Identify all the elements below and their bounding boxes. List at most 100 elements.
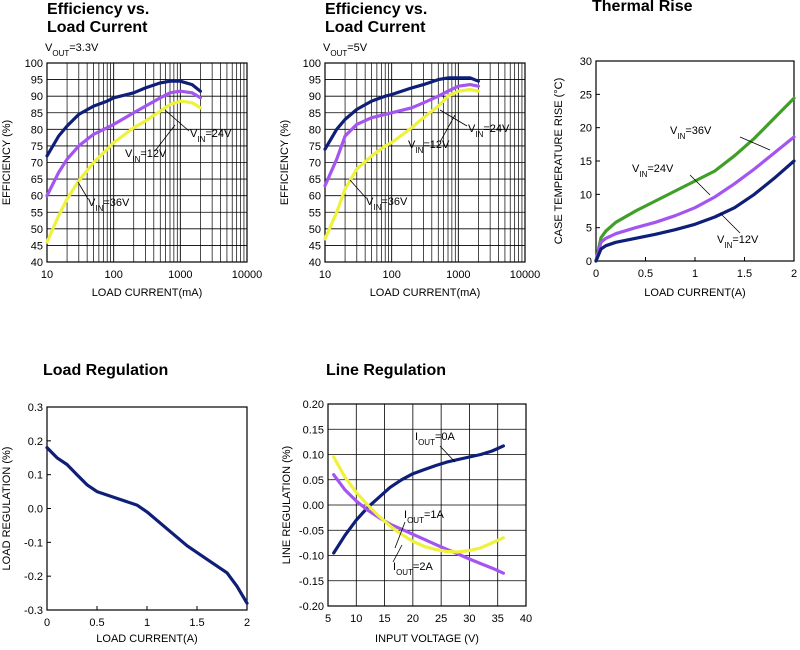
y-tick-label: 60 — [309, 191, 321, 203]
y-tick-label: 70 — [309, 158, 321, 170]
series-line-0 — [45, 446, 249, 605]
x-tick-label: 1.5 — [737, 268, 752, 280]
y-tick-label: 45 — [31, 240, 43, 252]
series-line-0 — [332, 444, 505, 555]
y-tick-label: 50 — [309, 224, 321, 236]
gridlines — [327, 403, 527, 607]
series-annotation: VIN=12V — [125, 148, 167, 164]
y-tick-label: 0.2 — [28, 436, 43, 448]
series-line-0 — [45, 79, 202, 158]
chart-title: Thermal Rise — [592, 0, 693, 15]
series-line-0 — [323, 76, 480, 151]
y-tick-label: 0.20 — [303, 399, 324, 411]
chart-eff5: Efficiency vs.Load Current VOUT=5V 40 45 50 5… — [279, 1, 540, 299]
y-tick-label: 5 — [586, 223, 592, 235]
x-axis-label: INPUT VOLTAGE (V) — [375, 633, 479, 645]
x-tick-label: 10000 — [232, 269, 263, 281]
y-tick-label: -0.1 — [24, 537, 43, 549]
y-tick-label: 75 — [31, 141, 43, 153]
series-annotation: VIN=24V — [632, 163, 674, 179]
x-tick-label: 20 — [407, 613, 419, 625]
y-axis-label: EFFICIENCY (%) — [279, 120, 291, 205]
y-tick-label: 0.05 — [303, 475, 324, 487]
series-line-2 — [594, 159, 796, 263]
y-tick-label: 85 — [309, 108, 321, 120]
x-tick-label: 0.5 — [89, 617, 104, 629]
y-tick-label: 55 — [309, 207, 321, 219]
x-tick-label: 10 — [350, 613, 362, 625]
series-line-1 — [594, 135, 796, 263]
annotation-leader — [719, 212, 741, 234]
series-line-1 — [45, 89, 202, 198]
y-tick-label: 70 — [31, 158, 43, 170]
series-annotation: VIN=12V — [717, 234, 759, 250]
y-tick-label: 100 — [25, 58, 43, 70]
series-annotation: VIN=24V — [468, 123, 510, 139]
x-tick-label: 15 — [378, 613, 390, 625]
x-tick-label: 25 — [435, 613, 447, 625]
plot-frame — [46, 406, 248, 611]
series-annotation: VIN=12V — [408, 139, 450, 155]
x-axis-label: LOAD CURRENT(mA) — [370, 287, 481, 299]
annotation-leader — [77, 181, 89, 200]
annotation-leader — [439, 114, 456, 143]
y-tick-label: 65 — [309, 174, 321, 186]
y-tick-label: 0.10 — [303, 450, 324, 462]
x-tick-label: 10 — [41, 269, 53, 281]
y-tick-label: 85 — [31, 108, 43, 120]
y-tick-label: 45 — [309, 240, 321, 252]
chart-loadreg: Load Regulation -0.3 -0.2 -0.1 0.0 0.1 0.2 0.3 0… — [1, 362, 250, 645]
chart-title: Load Current — [47, 19, 148, 36]
y-tick-label: 0.3 — [28, 402, 43, 414]
x-tick-label: 2 — [791, 268, 797, 280]
y-tick-label: 60 — [31, 191, 43, 203]
series-annotation: IOUT=0A — [415, 431, 455, 447]
x-tick-label: 0.5 — [638, 268, 653, 280]
annotation-leader — [439, 445, 456, 463]
series-annotation: VIN=36V — [366, 196, 408, 212]
y-tick-label: 100 — [303, 58, 321, 70]
y-tick-label: 75 — [309, 141, 321, 153]
annotation-leader — [164, 109, 190, 132]
series-line-2 — [45, 99, 202, 244]
y-tick-label: -0.2 — [24, 571, 43, 583]
y-axis-label: CASE TEMPERATURE RISE (°C) — [553, 78, 565, 245]
y-tick-label: 95 — [309, 75, 321, 87]
x-tick-label: 10000 — [510, 269, 541, 281]
y-tick-label: 65 — [31, 174, 43, 186]
x-tick-label: 100 — [104, 269, 122, 281]
y-tick-label: 0.15 — [303, 424, 324, 436]
y-tick-label: 95 — [31, 75, 43, 87]
vout-note: VOUT=5V — [323, 42, 368, 58]
series-annotation: IOUT=1A — [404, 509, 444, 525]
y-tick-label: 20 — [580, 123, 592, 135]
y-tick-label: 90 — [309, 91, 321, 103]
x-axis-label: LOAD CURRENT(mA) — [92, 287, 203, 299]
x-tick-label: 0 — [593, 268, 599, 280]
chart-title: Load Regulation — [43, 362, 168, 379]
y-tick-label: 80 — [31, 124, 43, 136]
x-tick-label: 1 — [692, 268, 698, 280]
x-tick-label: 1 — [144, 617, 150, 629]
y-tick-label: 0.0 — [28, 504, 43, 516]
y-tick-label: 90 — [31, 91, 43, 103]
x-axis-label: LOAD CURRENT(A) — [644, 287, 745, 299]
series-annotation: VIN=36V — [88, 197, 130, 213]
y-tick-label: -0.05 — [299, 525, 324, 537]
chart-title: Efficiency vs. — [325, 1, 427, 18]
x-tick-label: 100 — [382, 269, 400, 281]
x-tick-label: 1.5 — [189, 617, 204, 629]
y-axis-label: LOAD REGULATION (%) — [1, 447, 13, 571]
series-line-1 — [323, 83, 480, 188]
y-tick-label: 80 — [309, 124, 321, 136]
annotation-leader — [394, 521, 406, 549]
y-axis-label: EFFICIENCY (%) — [1, 120, 13, 205]
y-tick-label: -0.20 — [299, 601, 324, 613]
y-tick-label: 50 — [31, 224, 43, 236]
y-tick-label: -0.3 — [24, 605, 43, 617]
chart-eff33: Efficiency vs.Load Current VOUT=3.3V 40 45 5… — [1, 1, 262, 299]
y-tick-label: 15 — [580, 156, 592, 168]
x-tick-label: 2 — [244, 617, 250, 629]
x-tick-label: 5 — [325, 613, 331, 625]
